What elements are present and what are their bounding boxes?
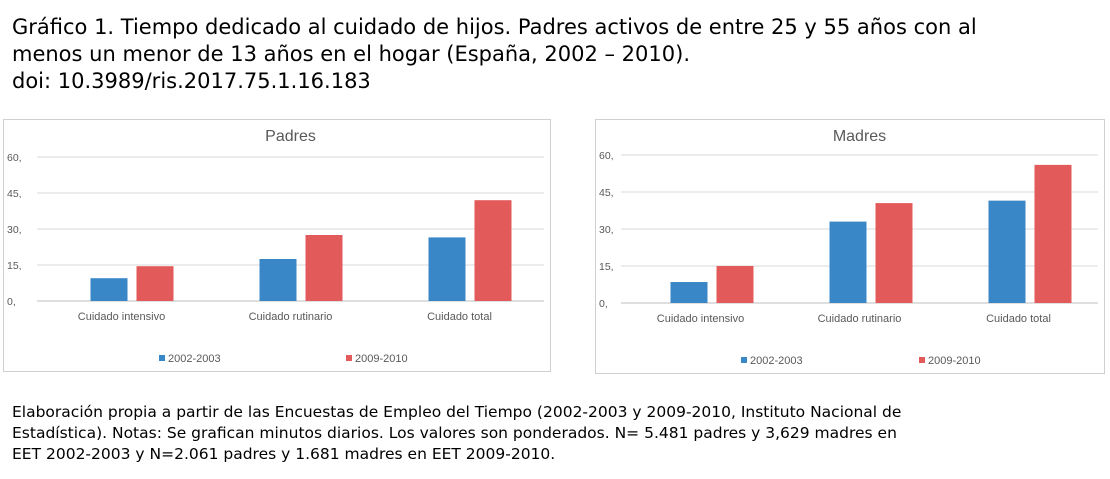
bar-2002-2003 (428, 237, 466, 301)
chart-svg: Padres 0, 15, 30, 45, 60, Cuidado intensivo Cui… (7, 128, 544, 365)
chart-padres: Padres 0, 15, 30, 45, 60, Cuidado intensivo Cui… (3, 119, 551, 372)
legend-label: 2009-2010 (355, 353, 408, 365)
bar-2009-2010 (474, 200, 512, 301)
source-note-line-2: Estadística). Notas: Se grafican minutos… (12, 424, 897, 442)
x-category-label: Cuidado intensivo (657, 313, 744, 325)
bar-2002-2003 (90, 278, 128, 301)
bar-2002-2003 (670, 282, 708, 303)
chart-svg: Madres 0, 15, 30, 45, 60, Cuidado intensivo Cui… (599, 128, 1098, 367)
bar-2002-2003 (259, 259, 297, 301)
y-tick-label: 60, (599, 150, 614, 162)
bar-2009-2010 (305, 235, 343, 301)
legend-swatch (919, 357, 925, 363)
bar-2009-2010 (716, 266, 754, 303)
y-tick-label: 0, (7, 296, 16, 308)
x-category-label: Cuidado total (427, 311, 492, 323)
y-tick-label: 45, (7, 188, 22, 200)
legend-label: 2002-2003 (750, 355, 803, 367)
y-tick-label: 15, (7, 260, 22, 272)
figure-title: Gráfico 1. Tiempo dedicado al cuidado de… (12, 14, 1106, 95)
x-category-label: Cuidado rutinario (249, 311, 333, 323)
source-note-line-1: Elaboración propia a partir de las Encue… (12, 403, 902, 421)
y-tick-label: 30, (599, 224, 614, 236)
chart-madres: Madres 0, 15, 30, 45, 60, Cuidado intensivo Cui… (595, 119, 1105, 374)
figure-title-doi: doi: 10.3989/ris.2017.75.1.16.183 (12, 69, 371, 93)
x-category-label: Cuidado total (986, 313, 1051, 325)
bar-2002-2003 (829, 221, 867, 303)
bar-2009-2010 (875, 203, 913, 303)
bar-2002-2003 (988, 200, 1026, 303)
legend-swatch (741, 357, 747, 363)
source-note: Elaboración propia a partir de las Encue… (12, 402, 1072, 465)
chart-title: Padres (265, 128, 316, 145)
figure-title-line-2: menos un menor de 13 años en el hogar (E… (12, 42, 690, 66)
y-tick-label: 45, (599, 187, 614, 199)
x-category-label: Cuidado rutinario (818, 313, 902, 325)
figure-title-line-1: Gráfico 1. Tiempo dedicado al cuidado de… (12, 15, 977, 39)
y-tick-label: 15, (599, 261, 614, 273)
bar-2009-2010 (136, 266, 174, 301)
legend-swatch (346, 355, 352, 361)
source-note-line-3: EET 2002-2003 y N=2.061 padres y 1.681 m… (12, 445, 556, 463)
y-tick-label: 30, (7, 224, 22, 236)
bar-2009-2010 (1034, 164, 1072, 303)
legend-label: 2009-2010 (928, 355, 981, 367)
y-tick-label: 60, (7, 152, 22, 164)
y-tick-label: 0, (599, 298, 608, 310)
legend-swatch (159, 355, 165, 361)
legend-label: 2002-2003 (168, 353, 221, 365)
chart-title: Madres (833, 128, 886, 145)
x-category-label: Cuidado intensivo (78, 311, 165, 323)
